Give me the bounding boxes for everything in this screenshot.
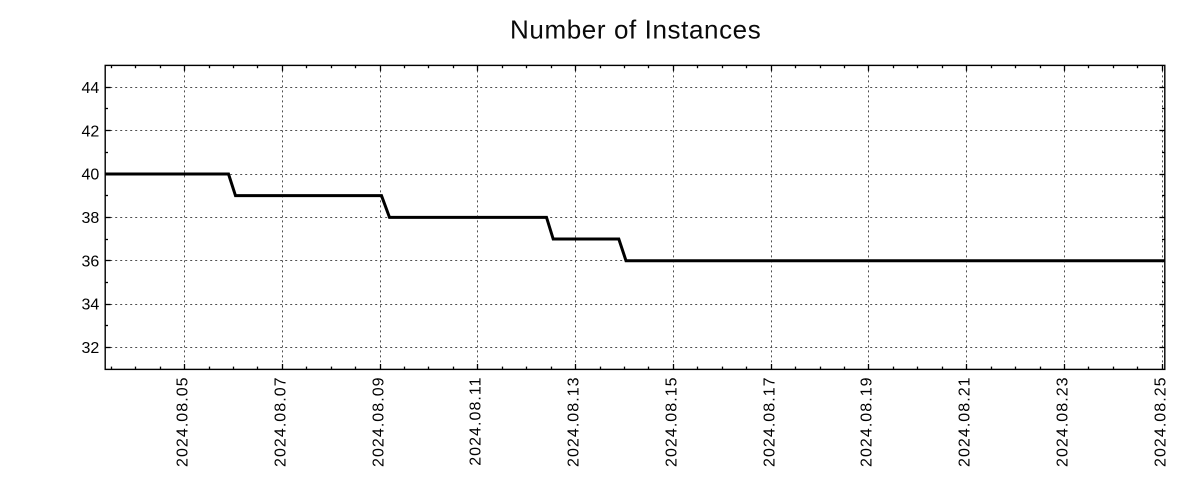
svg-text:42: 42	[82, 123, 100, 140]
svg-text:2024.08.15: 2024.08.15	[664, 376, 681, 467]
svg-text:36: 36	[82, 253, 100, 270]
svg-text:2024.08.09: 2024.08.09	[371, 376, 388, 467]
svg-text:40: 40	[82, 167, 100, 184]
svg-text:2024.08.19: 2024.08.19	[859, 376, 876, 467]
svg-text:2024.08.25: 2024.08.25	[1153, 376, 1170, 467]
svg-text:44: 44	[82, 80, 100, 97]
svg-text:2024.08.07: 2024.08.07	[273, 376, 290, 467]
svg-text:2024.08.23: 2024.08.23	[1055, 376, 1072, 467]
svg-text:32: 32	[82, 340, 100, 357]
svg-text:34: 34	[82, 297, 100, 314]
svg-text:2024.08.21: 2024.08.21	[957, 376, 974, 467]
svg-text:38: 38	[82, 210, 100, 227]
svg-text:Number of Instances: Number of Instances	[510, 15, 761, 45]
svg-text:2024.08.05: 2024.08.05	[175, 376, 192, 467]
svg-text:2024.08.17: 2024.08.17	[762, 376, 779, 467]
svg-text:2024.08.13: 2024.08.13	[566, 376, 583, 467]
svg-text:2024.08.11: 2024.08.11	[468, 376, 485, 465]
